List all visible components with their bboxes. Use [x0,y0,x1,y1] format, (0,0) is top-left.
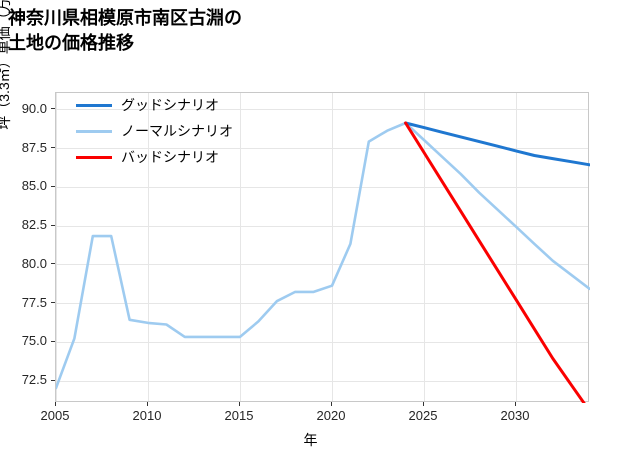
ytick-mark [51,108,55,110]
ytick-label: 90.0 [21,100,47,116]
xtick-label: 2030 [500,408,530,423]
xtick-mark [331,402,332,406]
gridline-x [332,93,333,401]
xtick-label: 2005 [40,408,70,423]
legend-label-good: グッドシナリオ [121,97,219,113]
line-good-scenario [404,121,590,167]
legend-item-bad: バッドシナリオ [76,144,233,170]
xtick-label: 2015 [224,408,254,423]
ytick-label: 75.0 [21,333,47,348]
legend-item-normal: ノーマルシナリオ [76,118,233,144]
legend-label-bad: バッドシナリオ [121,149,219,165]
gridline-y [56,109,588,111]
legend-swatch-normal [76,129,112,133]
legend-swatch-bad [76,155,112,159]
gridline-y [56,341,588,343]
ytick-label: 72.5 [21,372,47,387]
legend-swatch-good [76,103,112,107]
gridline-y [56,303,588,304]
ytick-mark [51,340,55,342]
line-bad-scenario [404,121,586,403]
ytick-label: 82.5 [21,217,47,232]
xtick-mark [55,402,56,406]
ytick-label: 85.0 [21,178,47,193]
xtick-label: 2025 [408,408,438,423]
series-lines [56,121,590,403]
gridline-y [56,148,588,149]
xtick-mark [515,402,516,406]
line-normal-scenario [56,121,590,390]
ytick-label: 87.5 [21,139,47,155]
xtick-mark [147,402,148,406]
xtick-mark [423,402,424,406]
ytick-mark [51,379,55,381]
legend-label-normal: ノーマルシナリオ [121,123,233,139]
ytick-mark [51,224,55,226]
legend-item-good: グッドシナリオ [76,92,233,118]
gridline-x [56,93,57,401]
gridline-x [424,93,425,401]
ytick-label: 80.0 [21,255,47,271]
ytick-label: 77.5 [21,294,47,310]
plot-area [55,92,590,403]
gridline-y [56,186,588,188]
xtick-mark [239,402,240,406]
x-axis-title: 年 [303,432,318,448]
xtick-label: 2020 [316,408,346,423]
y-axis-title: 坪（3.3㎡）単価（万円） [0,0,12,130]
gridline-x [516,93,517,401]
ytick-mark [51,302,55,303]
xtick-label: 2010 [132,408,162,423]
gridline-y [56,264,588,266]
page-title: 神奈川県相模原市南区古淵の 土地の価格推移 [8,8,242,53]
legend: グッドシナリオ ノーマルシナリオ バッドシナリオ [72,88,241,174]
gridline-y [56,225,588,227]
gridline-y [56,380,588,382]
ytick-mark [51,147,55,148]
ytick-mark [51,263,55,265]
gridline-x [240,93,241,401]
gridline-x [148,93,149,401]
ytick-mark [51,185,55,187]
